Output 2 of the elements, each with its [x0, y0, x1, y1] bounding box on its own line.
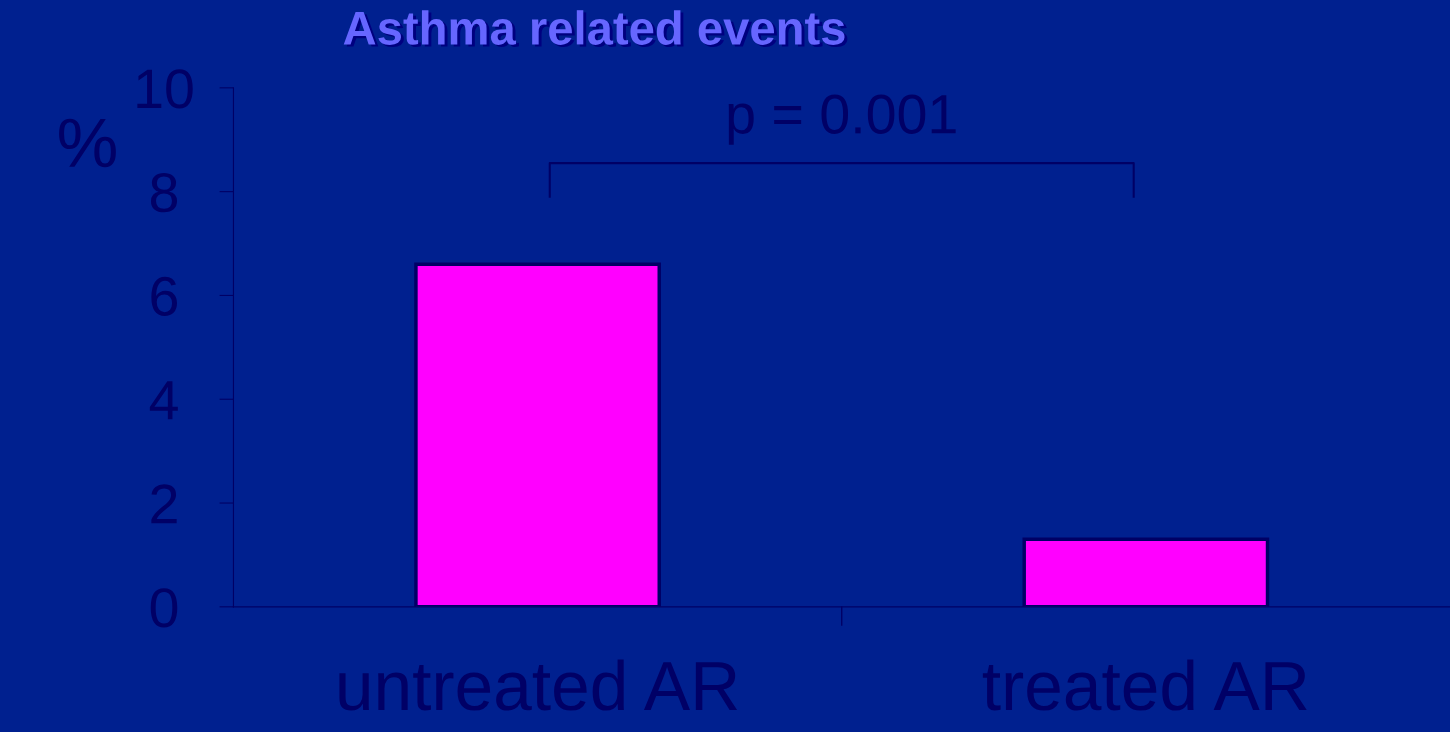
- y-axis-title: %: [59, 118, 116, 168]
- chart-title: Asthma related events: [346, 12, 848, 48]
